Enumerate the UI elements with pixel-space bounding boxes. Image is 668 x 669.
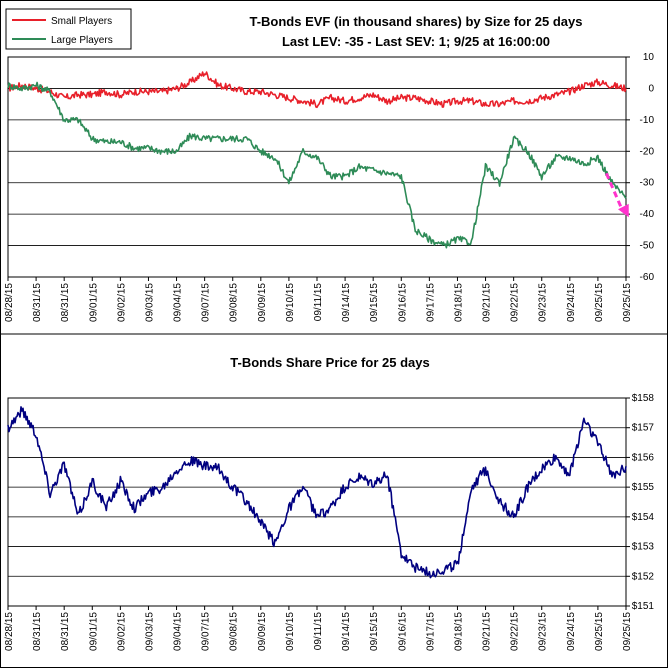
x-tick-label: 09/25/15: [622, 283, 633, 322]
x-tick-label: 09/03/15: [144, 612, 155, 651]
y-tick-label: -50: [640, 241, 655, 252]
price-x-axis: 08/28/15 08/31/15 08/31/15 09/01/15 09/02/15…: [4, 606, 633, 651]
x-tick-label: 09/07/15: [201, 283, 212, 322]
small-players-line: [7, 71, 627, 109]
x-tick-label: 09/24/15: [566, 612, 577, 651]
x-tick-label: 09/15/15: [369, 283, 380, 322]
x-tick-label: 09/18/15: [453, 283, 464, 322]
y-tick-label: $154: [632, 512, 655, 523]
x-tick-label: 09/07/15: [201, 612, 212, 651]
evf-y-axis: 10 0 -10 -20 -30 -40 -50 -60: [626, 52, 654, 283]
y-tick-label: $156: [632, 452, 655, 463]
x-tick-label: 09/16/15: [397, 612, 408, 651]
y-tick-label: $152: [632, 571, 655, 582]
y-tick-label: -10: [640, 115, 655, 126]
legend-box: [5, 8, 132, 50]
evf-x-axis: 08/28/15 08/31/15 08/31/15 09/01/15 09/02/15…: [4, 277, 633, 322]
trend-arrow-line: [604, 172, 625, 212]
y-tick-label: $157: [632, 423, 655, 434]
x-tick-label: 09/25/15: [622, 612, 633, 651]
y-tick-label: -20: [640, 146, 655, 157]
y-tick-label: $158: [632, 393, 655, 404]
y-tick-label: 10: [643, 52, 655, 63]
x-tick-label: 09/08/15: [229, 612, 240, 651]
evf-series: [7, 71, 627, 249]
x-tick-label: 09/01/15: [88, 612, 99, 651]
x-tick-label: 08/31/15: [32, 283, 43, 322]
x-tick-label: 09/17/15: [425, 612, 436, 651]
x-tick-label: 08/28/15: [4, 283, 15, 322]
x-tick-label: 09/10/15: [285, 283, 296, 322]
x-tick-label: 09/23/15: [538, 612, 549, 651]
legend-label-small-players: Small Players: [51, 16, 112, 27]
x-tick-label: 09/14/15: [341, 283, 352, 322]
x-tick-label: 09/18/15: [453, 612, 464, 651]
x-tick-label: 09/22/15: [510, 283, 521, 322]
price-chart-panel: T-Bonds Share Price for 25 days $158 $157…: [4, 355, 654, 651]
price-line: [7, 406, 627, 579]
x-tick-label: 08/31/15: [32, 612, 43, 651]
x-tick-label: 09/04/15: [173, 283, 184, 322]
y-tick-label: -40: [640, 209, 655, 220]
x-tick-label: 08/28/15: [4, 612, 15, 651]
x-tick-label: 09/01/15: [88, 283, 99, 322]
y-tick-label: $153: [632, 542, 655, 553]
x-tick-label: 08/31/15: [60, 612, 71, 651]
evf-chart-subtitle: Last LEV: -35 - Last SEV: 1; 9/25 at 16:…: [282, 34, 550, 49]
y-tick-label: -60: [640, 272, 655, 283]
x-tick-label: 09/02/15: [116, 283, 127, 322]
x-tick-label: 09/14/15: [341, 612, 352, 651]
y-tick-label: $155: [632, 482, 655, 493]
price-gridlines: [7, 397, 627, 607]
x-tick-label: 09/25/15: [594, 612, 605, 651]
x-tick-label: 09/04/15: [173, 612, 184, 651]
y-tick-label: $151: [632, 601, 655, 612]
x-tick-label: 09/02/15: [116, 612, 127, 651]
evf-chart-title: T-Bonds EVF (in thousand shares) by Size…: [249, 14, 582, 29]
x-tick-label: 09/21/15: [482, 612, 493, 651]
y-tick-label: 0: [648, 83, 654, 94]
x-tick-label: 09/24/15: [566, 283, 577, 322]
x-tick-label: 09/21/15: [482, 283, 493, 322]
x-tick-label: 09/22/15: [510, 612, 521, 651]
x-tick-label: 08/31/15: [60, 283, 71, 322]
evf-annotation: [604, 172, 629, 218]
x-tick-label: 09/16/15: [397, 283, 408, 322]
x-tick-label: 09/23/15: [538, 283, 549, 322]
x-tick-label: 09/09/15: [257, 283, 268, 322]
x-tick-label: 09/08/15: [229, 283, 240, 322]
price-series: [7, 406, 627, 579]
legend-label-large-players: Large Players: [51, 35, 113, 46]
evf-legend: Small Players Large Players: [5, 8, 132, 50]
x-tick-label: 09/25/15: [594, 283, 605, 322]
x-tick-label: 09/03/15: [144, 283, 155, 322]
y-tick-label: -30: [640, 178, 655, 189]
x-tick-label: 09/10/15: [285, 612, 296, 651]
price-chart-title: T-Bonds Share Price for 25 days: [230, 355, 429, 370]
trend-arrow-head: [618, 203, 629, 218]
x-tick-label: 09/09/15: [257, 612, 268, 651]
price-y-axis: $158 $157 $156 $155 $154 $153 $152 $151: [626, 393, 654, 612]
evf-chart-panel: T-Bonds EVF (in thousand shares) by Size…: [4, 8, 654, 322]
x-tick-label: 09/11/15: [313, 612, 324, 651]
large-players-line: [7, 81, 627, 249]
x-tick-label: 09/17/15: [425, 283, 436, 322]
x-tick-label: 09/15/15: [369, 612, 380, 651]
x-tick-label: 09/11/15: [313, 283, 324, 322]
